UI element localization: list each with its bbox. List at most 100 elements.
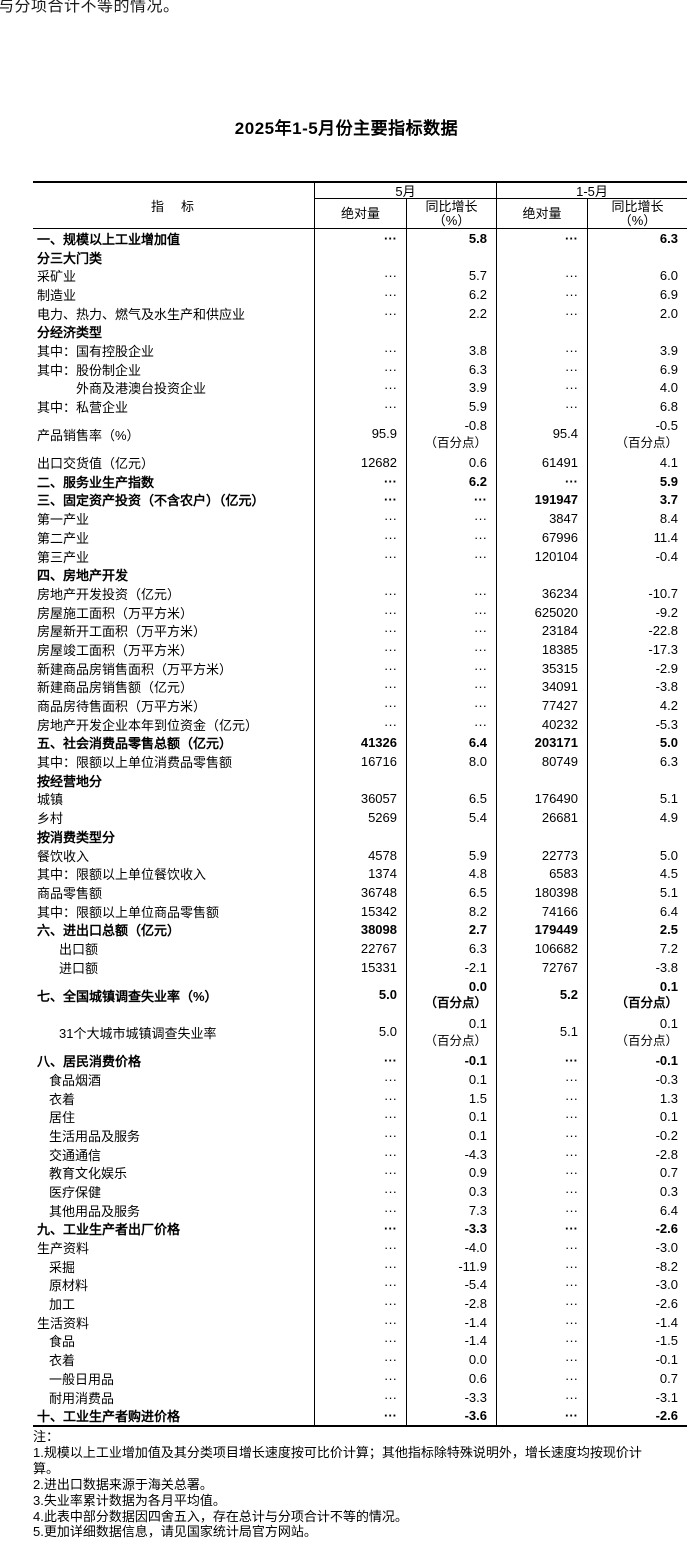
cum-yoy-value: -0.3	[587, 1069, 687, 1089]
cum-yoy-value: 5.1	[587, 883, 687, 902]
table-row: 产品销售率（%） 95.9 -0.8 （百分点） 95.4 -0.5 （百分点）	[33, 415, 687, 454]
may-absolute-value: ···	[314, 1200, 406, 1220]
may-absolute-value: ···	[314, 1069, 406, 1089]
cum-absolute-value: ···	[496, 229, 587, 248]
may-yoy-value: 1.5	[406, 1088, 496, 1108]
may-absolute-value: ···	[314, 1051, 406, 1070]
may-yoy-value: 7.3	[406, 1200, 496, 1220]
indicator-label: 出口交货值（亿元）	[37, 456, 155, 472]
cum-yoy-value: -17.3	[587, 640, 687, 659]
table-body: 一、规模以上工业增加值 ··· 5.8 ··· 6.3 分三大门类 采矿业 ··· 5.7 ···…	[33, 229, 687, 1426]
table-row: 电力、热力、燃气及水生产和供应业 ··· 2.2 ··· 2.0	[33, 303, 687, 323]
cum-absolute-value: 6583	[496, 864, 587, 884]
indicator-label: 七、全国城镇调查失业率（%）	[37, 988, 218, 1004]
may-absolute-value: ···	[314, 229, 406, 248]
may-yoy-value: -3.3	[406, 1219, 496, 1239]
cum-yoy-value: 2.0	[587, 303, 687, 323]
percentage-point-note: （百分点）	[424, 1033, 487, 1048]
may-absolute-value: ···	[314, 359, 406, 379]
cum-yoy-value	[587, 770, 687, 790]
may-yoy-value: 5.7	[406, 266, 496, 286]
cum-yoy-value: -1.4	[587, 1312, 687, 1332]
table-row: 出口交货值（亿元） 12682 0.6 61491 4.1	[33, 453, 687, 472]
indicator-label: 生产资料	[37, 1241, 90, 1257]
note-line: 2.进出口数据来源于海关总署。	[33, 1476, 213, 1492]
may-absolute-value: ···	[314, 1387, 406, 1407]
may-absolute-value: 5269	[314, 808, 406, 828]
may-absolute-value: ···	[314, 714, 406, 734]
cum-absolute-value: 5.1	[496, 1013, 587, 1052]
may-yoy-value: 3.8	[406, 341, 496, 360]
may-absolute-value: ···	[314, 1294, 406, 1313]
cum-yoy-value: 6.9	[587, 285, 687, 304]
table-row: 十、工业生产者购进价格 ··· -3.6 ··· -2.6	[33, 1406, 687, 1426]
indicator-label: 食品	[49, 1334, 76, 1350]
may-absolute-value: ···	[314, 1238, 406, 1257]
may-yoy-value: 4.8	[406, 864, 496, 884]
percentage-point-note: （百分点）	[424, 996, 487, 1011]
table-row: 衣着 ··· 1.5 ··· 1.3	[33, 1088, 687, 1108]
may-yoy-value: 6.2	[406, 285, 496, 304]
cum-yoy-value: 6.4	[587, 901, 687, 921]
cum-absolute-value: 5.2	[496, 976, 587, 1014]
cum-absolute-value: ···	[496, 1182, 587, 1201]
table-row: 商品房待售面积（万平方米） ··· ··· 77427 4.2	[33, 696, 687, 715]
may-yoy-value: -1.4	[406, 1331, 496, 1351]
table-row: 医疗保健 ··· 0.3 ··· 0.3	[33, 1182, 687, 1201]
may-yoy-value: -1.4	[406, 1312, 496, 1332]
table-row: 食品烟酒 ··· 0.1 ··· -0.3	[33, 1069, 687, 1089]
may-absolute-value: 4578	[314, 845, 406, 865]
table-header: 指 标 5月 1-5月 绝对量 同比增长 （%） 绝对量 同比增长 （%）	[33, 183, 687, 229]
table-row: 五、社会消费品零售总额（亿元） 41326 6.4 203171 5.0	[33, 733, 687, 753]
may-yoy-value	[406, 827, 496, 846]
cum-absolute-value: ···	[496, 1144, 587, 1164]
indicator-label: 三、固定资产投资（不含农户）（亿元）	[37, 493, 265, 509]
table-row: 一般日用品 ··· 0.6 ··· 0.7	[33, 1368, 687, 1388]
cum-yoy-value: 5.0	[587, 845, 687, 865]
indicator-label: 其中：限额以上单位商品零售额	[37, 904, 220, 920]
may-absolute-header: 绝对量	[314, 199, 406, 228]
may-absolute-value: ···	[314, 1088, 406, 1108]
cum-yoy-value: 0.7	[587, 1163, 687, 1183]
cum-yoy-value: -2.6	[587, 1406, 687, 1426]
may-absolute-value: ···	[314, 677, 406, 697]
notes-section: 注： 1.规模以上工业增加值及其分类项目增长速度按可比价计算；其他指标除特殊说明外…	[33, 1429, 683, 1540]
cum-absolute-value: 625020	[496, 602, 587, 622]
may-absolute-value: ···	[314, 1219, 406, 1239]
cum-yoy-value: -2.8	[587, 1144, 687, 1164]
may-yoy-value: 8.2	[406, 901, 496, 921]
cum-yoy-value: 0.1 （百分点）	[587, 976, 687, 1014]
table-row: 其中：股份制企业 ··· 6.3 ··· 6.9	[33, 359, 687, 379]
may-yoy-value	[406, 247, 496, 267]
indicator-label: 采掘	[49, 1259, 76, 1275]
may-yoy-value: 0.1	[406, 1107, 496, 1127]
cum-absolute-value: ···	[496, 1294, 587, 1313]
may-yoy-value: 2.7	[406, 920, 496, 940]
cum-yoy-value: -0.5 （百分点）	[587, 415, 687, 454]
cum-absolute-value: 95.4	[496, 415, 587, 454]
may-yoy-value: 2.2	[406, 303, 496, 323]
may-yoy-value: -11.9	[406, 1256, 496, 1276]
indicator-label: 一、规模以上工业增加值	[37, 231, 181, 247]
cum-yoy-value: 4.0	[587, 378, 687, 398]
may-yoy-value: ···	[406, 640, 496, 659]
cum-yoy-value: 3.9	[587, 341, 687, 360]
table-row: 其中：限额以上单位消费品零售额 16716 8.0 80749 6.3	[33, 752, 687, 771]
may-yoy-value: ···	[406, 658, 496, 678]
cum-yoy-value: 6.3	[587, 229, 687, 248]
cum-absolute-value: ···	[496, 1051, 587, 1070]
table-row: 城镇 36057 6.5 176490 5.1	[33, 789, 687, 809]
may-yoy-value: ···	[406, 602, 496, 622]
cum-absolute-value: 67996	[496, 528, 587, 547]
cum-yoy-value: 11.4	[587, 528, 687, 547]
cum-yoy-value: -9.2	[587, 602, 687, 622]
may-yoy-value: -3.6	[406, 1406, 496, 1426]
may-absolute-value: 36748	[314, 883, 406, 902]
cum-absolute-value: 23184	[496, 621, 587, 641]
may-column-group-header: 5月	[314, 183, 496, 199]
may-yoy-value	[406, 322, 496, 342]
cum-absolute-value: 179449	[496, 920, 587, 940]
cum-yoy-value: 2.5	[587, 920, 687, 940]
indicator-label: 房屋竣工面积（万平方米）	[37, 642, 194, 658]
